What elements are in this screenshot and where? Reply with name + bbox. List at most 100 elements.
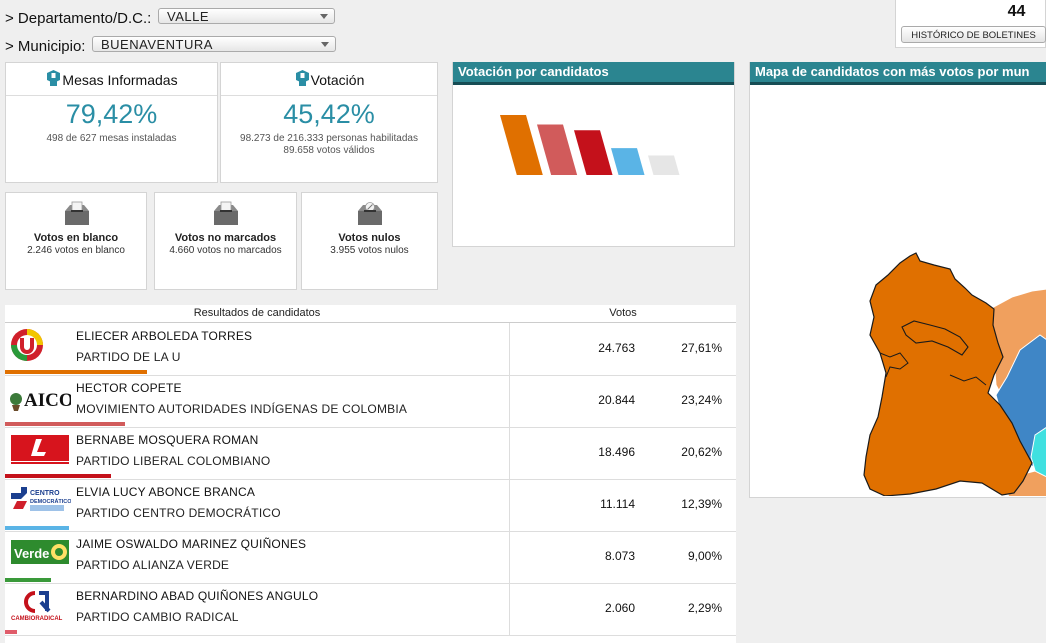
aico-logo: AICO — [9, 379, 74, 417]
chart-panel-title: Votación por candidatos — [453, 62, 734, 85]
chart-bar — [574, 130, 613, 175]
mesas-value: 79,42% — [65, 99, 158, 129]
ballot-box-icon — [45, 66, 62, 100]
table-row[interactable]: ELIECER ARBOLEDA TORRES PARTIDO DE LA U … — [5, 323, 736, 376]
blanco-title: Votos en blanco — [33, 232, 119, 244]
vote-bar-chart — [500, 115, 680, 175]
chevron-down-icon — [320, 14, 328, 19]
candidate-votes: 20.844 — [598, 393, 635, 407]
table-row[interactable]: CAMBIORADICAL BERNARDINO ABAD QUIÑONES A… — [5, 583, 736, 636]
departamento-value: VALLE — [167, 9, 210, 24]
votacion-sub2: 89.658 votos válidos — [283, 145, 375, 156]
votos-blanco-card: Votos en blanco 2.246 votos en blanco — [5, 192, 147, 290]
candidate-votes: 18.496 — [598, 445, 635, 459]
votacion-value: 45,42% — [283, 99, 375, 129]
vote-share-bar — [5, 630, 17, 634]
historico-boletines-button[interactable]: HISTÓRICO DE BOLETINES — [901, 26, 1046, 43]
candidate-name: BERNARDINO ABAD QUIÑONES ANGULO — [76, 589, 319, 603]
municipio-label: > Municipio: — [5, 38, 86, 55]
mesas-title-bar: Mesas Informadas — [6, 63, 217, 96]
chart-bar — [500, 115, 543, 175]
candidate-percentage: 27,61% — [681, 341, 722, 355]
results-table: Resultados de candidatos Votos ELIECER A… — [5, 305, 736, 643]
table-row[interactable]: CENTRO DEMOCRÁTICO ELVIA LUCY ABONCE BRAN… — [5, 479, 736, 532]
vote-share-bar — [5, 474, 112, 478]
candidate-name: BERNABE MOSQUERA ROMAN — [76, 433, 259, 447]
candidate-votes: 8.073 — [604, 549, 635, 563]
vote-share-bar — [5, 370, 147, 374]
candidate-percentage: 2,29% — [687, 601, 722, 615]
map-bay-outline — [901, 320, 969, 356]
map-coast-detail — [879, 352, 909, 378]
map-panel: Mapa de candidatos con más votos por mun — [749, 62, 1046, 498]
map-panel-title: Mapa de candidatos con más votos por mun — [750, 62, 1046, 85]
nulos-sub: 3.955 votos nulos — [330, 245, 409, 256]
table-row[interactable]: Verde JAIME OSWALDO MARINEZ QUIÑONES PAR… — [5, 531, 736, 584]
vote-share-bar — [5, 422, 125, 426]
vote-share-bar — [5, 578, 52, 582]
chevron-down-icon — [321, 42, 329, 47]
candidate-name: ELVIA LUCY ABONCE BRANCA — [76, 485, 256, 499]
votos-no-marcados-card: Votos no marcados 4.660 votos no marcado… — [154, 192, 297, 290]
candidate-votes: 2.060 — [604, 601, 635, 615]
candidate-percentage: 12,39% — [681, 497, 722, 511]
mesas-sub: 498 de 627 mesas instaladas — [46, 133, 177, 144]
party-name: PARTIDO ALIANZA VERDE — [76, 558, 230, 572]
ballot-box-icon — [294, 66, 311, 100]
svg-text:CAMBIORADICAL: CAMBIORADICAL — [11, 616, 63, 622]
votacion-chart-panel: Votación por candidatos — [452, 62, 735, 247]
column-divider — [509, 375, 510, 427]
vote-share-bar — [5, 526, 69, 530]
column-divider — [509, 479, 510, 531]
candidate-percentage: 20,62% — [681, 445, 722, 459]
candidates-map[interactable] — [750, 85, 1046, 496]
municipio-select[interactable]: BUENAVENTURA — [92, 36, 336, 52]
votacion-title-bar: Votación — [221, 63, 437, 96]
candidate-votes: 11.114 — [600, 497, 635, 511]
mesas-title: Mesas Informadas — [62, 72, 178, 88]
party-name: PARTIDO LIBERAL COLOMBIANO — [76, 454, 271, 468]
table-header: Resultados de candidatos Votos — [5, 305, 736, 323]
chart-bar — [611, 148, 645, 175]
svg-text:CENTRO: CENTRO — [30, 490, 60, 497]
svg-text:DEMOCRÁTICO: DEMOCRÁTICO — [30, 498, 71, 505]
party-name: PARTIDO DE LA U — [76, 350, 181, 364]
candidate-name: HECTOR COPETE — [76, 381, 182, 395]
svg-text:Verde: Verde — [14, 546, 49, 561]
chart-bar — [648, 155, 680, 175]
votacion-card: Votación 45,42% 98.273 de 216.333 person… — [220, 62, 438, 183]
departamento-select[interactable]: VALLE — [158, 8, 335, 24]
candidate-name: ELIECER ARBOLEDA TORRES — [76, 329, 253, 343]
header-candidates: Resultados de candidatos — [193, 307, 321, 319]
departamento-label: > Departamento/D.C.: — [5, 10, 152, 27]
column-divider — [509, 323, 510, 375]
partido-liberal-logo — [9, 431, 71, 469]
map-coast-detail-2 — [949, 374, 987, 386]
ballot-box-icon — [355, 201, 385, 232]
votacion-sub1: 98.273 de 216.333 personas habilitadas — [240, 133, 418, 144]
votos-nulos-card: Votos nulos 3.955 votos nulos — [301, 192, 438, 290]
cambio-radical-logo: CAMBIORADICAL — [9, 587, 71, 625]
votacion-title: Votación — [310, 72, 365, 88]
column-divider — [509, 583, 510, 635]
alianza-verde-logo: Verde — [9, 535, 71, 573]
nulos-title: Votos nulos — [338, 232, 401, 244]
table-row[interactable]: BERNABE MOSQUERA ROMAN PARTIDO LIBERAL C… — [5, 427, 736, 480]
centro-democratico-logo: CENTRO DEMOCRÁTICO — [9, 483, 72, 521]
ballot-box-icon — [211, 201, 241, 232]
candidate-percentage: 23,24% — [681, 393, 722, 407]
municipio-value: BUENAVENTURA — [101, 37, 213, 52]
candidate-votes: 24.763 — [598, 341, 635, 355]
table-row[interactable]: AICO HECTOR COPETE MOVIMIENTO AUTORIDADE… — [5, 375, 736, 428]
blanco-sub: 2.246 votos en blanco — [27, 245, 125, 256]
partido-u-logo — [9, 327, 71, 365]
bulletin-number: 44 — [1007, 3, 1026, 20]
no-marcados-sub: 4.660 votos no marcados — [169, 245, 282, 256]
map-region-buenaventura — [863, 252, 1033, 496]
header-votes: Votos — [609, 307, 637, 319]
party-name: MOVIMIENTO AUTORIDADES INDÍGENAS DE COLO… — [76, 402, 408, 416]
ballot-box-icon — [62, 201, 92, 232]
no-marcados-title: Votos no marcados — [174, 232, 277, 244]
candidate-percentage: 9,00% — [687, 549, 722, 563]
party-name: PARTIDO CAMBIO RADICAL — [76, 610, 239, 624]
